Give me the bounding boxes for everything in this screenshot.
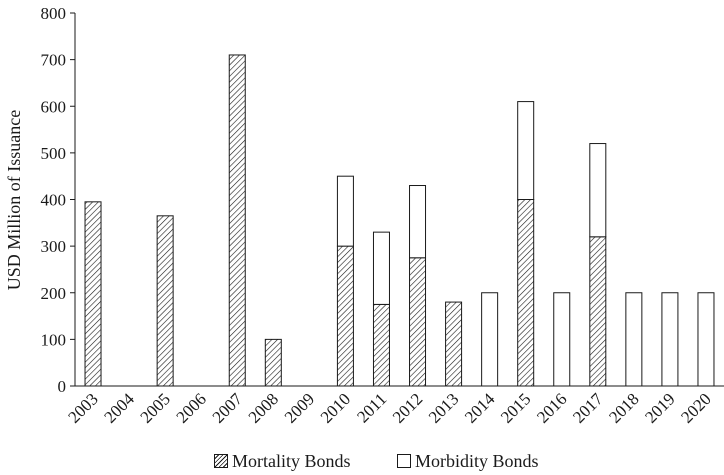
bar-morbidity (589, 143, 607, 238)
x-tick-label: 2018 (605, 389, 642, 426)
bar-morbidity (481, 292, 499, 387)
x-tick-label: 2011 (353, 389, 390, 426)
x-tick-label: 2019 (641, 389, 678, 426)
bar-mortality (228, 54, 246, 387)
x-tick-label: 2020 (677, 389, 714, 426)
bar-mortality (517, 199, 535, 387)
x-tick-label: 2006 (173, 389, 210, 426)
x-tick-label: 2007 (209, 389, 247, 427)
x-tick-label: 2017 (569, 389, 607, 427)
y-tick-label: 700 (41, 51, 67, 70)
legend: Mortality Bonds Morbidity Bonds (0, 449, 724, 475)
bar-morbidity (697, 292, 715, 387)
bar-morbidity (372, 231, 390, 305)
bar-morbidity (517, 101, 535, 200)
x-tick-label: 2015 (497, 389, 534, 426)
bar-mortality (156, 215, 174, 387)
y-tick-label: 0 (58, 377, 67, 396)
x-tick-label: 2008 (245, 389, 282, 426)
x-tick-label: 2012 (389, 389, 426, 426)
y-tick-label: 200 (41, 284, 67, 303)
x-tick-label: 2016 (533, 389, 570, 426)
y-tick-label: 100 (41, 330, 67, 349)
bar-mortality (336, 245, 354, 387)
x-tick-label: 2005 (136, 389, 173, 426)
bar-mortality (264, 338, 282, 387)
legend-label-morbidity: Morbidity Bonds (415, 450, 539, 471)
x-tick-label: 2014 (461, 389, 499, 427)
bar-mortality (409, 257, 427, 387)
bar-mortality (84, 201, 102, 387)
x-tick-label: 2004 (100, 389, 138, 427)
legend-label-mortality: Mortality Bonds (232, 450, 351, 471)
y-tick-label: 800 (41, 4, 67, 23)
bar-mortality (589, 236, 607, 387)
legend-swatch-plain (397, 454, 411, 468)
y-tick-label: 500 (41, 144, 67, 163)
x-tick-label: 2009 (281, 389, 318, 426)
x-tick-label: 2010 (317, 389, 354, 426)
x-tick-label: 2003 (64, 389, 101, 426)
legend-item-morbidity: Morbidity Bonds (397, 449, 539, 473)
bar-mortality (445, 301, 463, 387)
legend-item-mortality: Mortality Bonds (214, 449, 351, 473)
y-tick-label: 300 (41, 237, 67, 256)
bar-morbidity (661, 292, 679, 387)
y-tick-label: 400 (41, 191, 67, 210)
bar-morbidity (336, 175, 354, 247)
bar-chart: USD Million of Issuance 0 100 200 300 400 500… (4, 4, 724, 427)
legend-swatch-hatched (214, 454, 228, 468)
x-tick-label: 2013 (425, 389, 462, 426)
bar-morbidity (409, 185, 427, 259)
bar-mortality (372, 303, 390, 387)
bar-morbidity (553, 292, 571, 387)
plot-area: 0100200300400500600700800200320042005200… (41, 4, 724, 427)
bar-morbidity (625, 292, 643, 387)
y-axis-title: USD Million of Issuance (4, 110, 24, 290)
y-tick-label: 600 (41, 97, 67, 116)
